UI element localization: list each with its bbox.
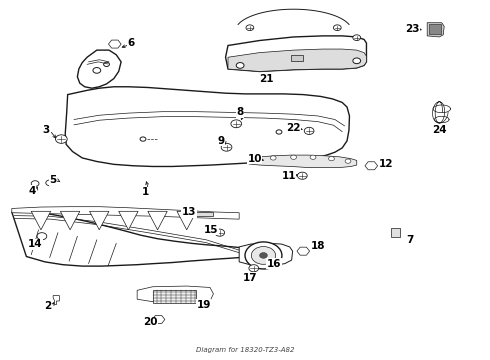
Polygon shape — [225, 36, 367, 72]
Circle shape — [245, 242, 282, 269]
Bar — [291, 55, 303, 61]
Circle shape — [236, 63, 244, 68]
Polygon shape — [77, 50, 121, 88]
Text: 21: 21 — [260, 73, 274, 84]
Circle shape — [103, 62, 109, 67]
Circle shape — [270, 156, 276, 160]
Text: 17: 17 — [243, 273, 257, 283]
Polygon shape — [119, 211, 138, 230]
Text: 5: 5 — [49, 175, 57, 185]
Circle shape — [276, 130, 282, 134]
Text: 18: 18 — [311, 241, 325, 251]
Circle shape — [221, 143, 232, 151]
Circle shape — [31, 181, 39, 186]
Text: 8: 8 — [237, 107, 244, 117]
Circle shape — [353, 58, 361, 64]
Polygon shape — [108, 40, 121, 48]
Circle shape — [252, 158, 258, 163]
Polygon shape — [137, 286, 214, 303]
Text: 22: 22 — [286, 123, 301, 134]
Polygon shape — [65, 87, 349, 166]
Bar — [187, 212, 214, 216]
Polygon shape — [365, 162, 378, 170]
Circle shape — [291, 155, 296, 159]
Text: 23: 23 — [405, 24, 420, 34]
Circle shape — [46, 180, 53, 186]
Text: 6: 6 — [127, 38, 134, 48]
Circle shape — [140, 137, 146, 141]
Text: 16: 16 — [267, 258, 281, 269]
Text: 12: 12 — [379, 159, 393, 169]
Text: 14: 14 — [28, 239, 43, 249]
Text: 1: 1 — [142, 188, 149, 197]
Circle shape — [297, 172, 307, 179]
Text: 20: 20 — [143, 317, 157, 327]
Circle shape — [353, 35, 361, 41]
Polygon shape — [148, 211, 167, 230]
Text: 19: 19 — [196, 300, 211, 310]
Circle shape — [231, 120, 242, 128]
Text: 2: 2 — [45, 301, 52, 311]
Polygon shape — [31, 211, 50, 230]
Polygon shape — [12, 207, 239, 219]
Polygon shape — [177, 211, 196, 230]
Circle shape — [251, 247, 275, 264]
Circle shape — [329, 157, 334, 161]
Text: 4: 4 — [28, 186, 36, 196]
Text: 15: 15 — [204, 225, 218, 235]
Polygon shape — [228, 49, 367, 72]
Circle shape — [310, 155, 316, 159]
Polygon shape — [239, 243, 293, 265]
Polygon shape — [90, 211, 109, 230]
Circle shape — [260, 253, 268, 258]
Circle shape — [304, 127, 314, 134]
Bar — [429, 24, 441, 34]
Circle shape — [37, 233, 47, 240]
Polygon shape — [53, 296, 59, 305]
Text: 24: 24 — [432, 125, 447, 135]
Polygon shape — [249, 155, 357, 167]
Text: 7: 7 — [407, 235, 414, 246]
Circle shape — [333, 25, 341, 31]
Circle shape — [246, 25, 254, 31]
Polygon shape — [297, 247, 310, 255]
Circle shape — [93, 68, 101, 73]
Text: 3: 3 — [42, 125, 49, 135]
Polygon shape — [391, 228, 400, 237]
Text: 10: 10 — [247, 154, 262, 164]
Text: 13: 13 — [182, 207, 196, 217]
Text: 11: 11 — [281, 171, 296, 181]
Text: Diagram for 18320-TZ3-A82: Diagram for 18320-TZ3-A82 — [196, 347, 294, 353]
Circle shape — [55, 135, 67, 143]
Text: 9: 9 — [217, 136, 224, 146]
Polygon shape — [427, 23, 444, 37]
Polygon shape — [152, 315, 165, 324]
Polygon shape — [60, 211, 80, 230]
Circle shape — [249, 265, 259, 272]
Bar — [153, 289, 196, 303]
Circle shape — [215, 229, 224, 236]
Polygon shape — [12, 212, 245, 266]
Circle shape — [345, 159, 351, 163]
